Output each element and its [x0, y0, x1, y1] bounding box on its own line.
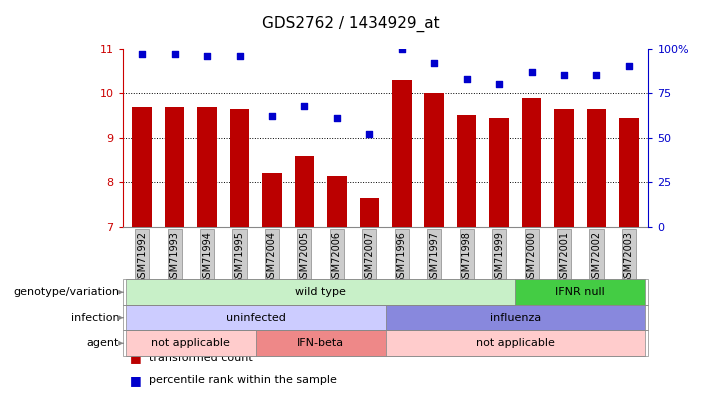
Bar: [327, 176, 346, 227]
Point: [137, 51, 148, 57]
Point: [526, 68, 537, 75]
Bar: [554, 109, 574, 227]
Bar: [230, 109, 250, 227]
Bar: [457, 115, 477, 227]
Bar: [587, 109, 606, 227]
Point: [364, 131, 375, 137]
Point: [201, 53, 212, 59]
Bar: [262, 173, 282, 227]
Text: percentile rank within the sample: percentile rank within the sample: [149, 375, 337, 385]
Text: ■: ■: [130, 352, 142, 365]
Point: [234, 53, 245, 59]
Point: [623, 63, 634, 70]
Point: [169, 51, 180, 57]
Point: [461, 76, 472, 82]
Point: [266, 113, 278, 119]
Bar: [522, 98, 541, 227]
Bar: [132, 107, 152, 227]
Point: [494, 81, 505, 87]
Bar: [619, 118, 639, 227]
Bar: [360, 198, 379, 227]
Text: not applicable: not applicable: [151, 338, 230, 348]
Text: infection: infection: [71, 313, 119, 323]
Text: IFN-beta: IFN-beta: [297, 338, 344, 348]
Text: wild type: wild type: [295, 287, 346, 297]
Text: uninfected: uninfected: [226, 313, 286, 323]
Bar: [489, 118, 509, 227]
Text: IFNR null: IFNR null: [555, 287, 605, 297]
Point: [396, 45, 407, 52]
Text: not applicable: not applicable: [476, 338, 554, 348]
Text: GDS2762 / 1434929_at: GDS2762 / 1434929_at: [261, 16, 440, 32]
Text: genotype/variation: genotype/variation: [13, 287, 119, 297]
Bar: [165, 107, 184, 227]
Text: transformed count: transformed count: [149, 353, 253, 363]
Bar: [197, 107, 217, 227]
Text: agent: agent: [87, 338, 119, 348]
Point: [332, 115, 343, 122]
Bar: [392, 80, 411, 227]
Text: influenza: influenza: [490, 313, 541, 323]
Point: [299, 102, 310, 109]
Bar: [294, 156, 314, 227]
Text: ■: ■: [130, 374, 142, 387]
Point: [559, 72, 570, 79]
Bar: [425, 93, 444, 227]
Point: [591, 72, 602, 79]
Point: [428, 60, 440, 66]
